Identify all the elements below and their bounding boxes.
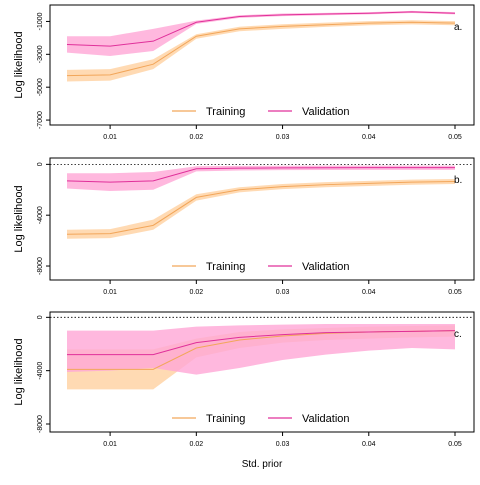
- series-line-validation: [67, 330, 456, 356]
- chart-panel-1: 0.01 0.02 0.03 0.04 0.05 -1000 -3000 -5000 -7000…: [13, 4, 475, 141]
- x-tick-label: 0.03: [276, 441, 290, 448]
- y-tick-label: 0: [37, 162, 44, 166]
- confidence-band-validation: [67, 165, 455, 192]
- y-tick-label: -5000: [37, 78, 44, 96]
- x-tick-label: 0.04: [362, 289, 376, 296]
- panel-label: c.: [454, 329, 462, 340]
- confidence-band-validation: [67, 10, 455, 56]
- confidence-band-training: [67, 178, 455, 239]
- y-tick-label: -8000: [37, 257, 44, 275]
- x-tick-label: 0.01: [103, 134, 117, 141]
- panel-label: b.: [454, 175, 462, 186]
- x-tick-label: 0.01: [103, 441, 117, 448]
- x-tick-label: 0.05: [448, 441, 462, 448]
- plot-frame: [49, 4, 475, 126]
- x-tick-label: 0.05: [448, 289, 462, 296]
- series-line-validation: [66, 11, 456, 47]
- chart-panel-3: 0.01 0.02 0.03 0.04 0.05 0 -4000 -8000 Log likel…: [13, 311, 475, 448]
- confidence-band-validation: [67, 324, 455, 375]
- x-tick-label: 0.05: [448, 134, 462, 141]
- series-line-training: [66, 181, 456, 235]
- x-tick-label: 0.02: [190, 134, 204, 141]
- legend-label-validation: Validation: [302, 261, 350, 273]
- y-axis-label: Log likelihood: [13, 185, 25, 252]
- y-axis-label: Log likelihood: [13, 31, 25, 98]
- y-tick-label: 0: [37, 315, 44, 319]
- x-tick-label: 0.02: [190, 441, 204, 448]
- y-tick-label: -3000: [37, 45, 44, 63]
- legend-label-training: Training: [206, 413, 245, 425]
- y-tick-label: -7000: [37, 111, 44, 129]
- legend-label-training: Training: [206, 261, 245, 273]
- y-tick-label: -4000: [37, 206, 44, 224]
- panel-label: a.: [454, 22, 462, 33]
- series-line-training: [66, 21, 456, 77]
- legend-label-training: Training: [206, 106, 245, 118]
- x-tick-label: 0.02: [190, 289, 204, 296]
- chart-panel-2: 0.01 0.02 0.03 0.04 0.05 0 -4000 -8000 Log likel…: [13, 157, 475, 296]
- y-tick-label: -1000: [37, 12, 44, 30]
- y-tick-label: -4000: [37, 362, 44, 380]
- x-tick-label: 0.04: [362, 134, 376, 141]
- x-tick-label: 0.04: [362, 441, 376, 448]
- x-tick-label: 0.03: [276, 134, 290, 141]
- series-line-validation: [66, 167, 455, 183]
- legend-label-validation: Validation: [302, 106, 350, 118]
- legend: Training Validation: [172, 413, 350, 425]
- legend-label-validation: Validation: [302, 413, 350, 425]
- x-tick-label: 0.03: [276, 289, 290, 296]
- x-tick-label: 0.01: [103, 289, 117, 296]
- x-axis-label: Std. prior: [242, 459, 283, 470]
- legend: Training Validation: [172, 106, 350, 118]
- confidence-band-training: [67, 325, 455, 390]
- plot-frame: [49, 157, 475, 281]
- legend: Training Validation: [172, 261, 350, 273]
- y-axis-label: Log likelihood: [13, 338, 25, 405]
- y-tick-label: -8000: [37, 415, 44, 433]
- plot-frame: [49, 311, 475, 433]
